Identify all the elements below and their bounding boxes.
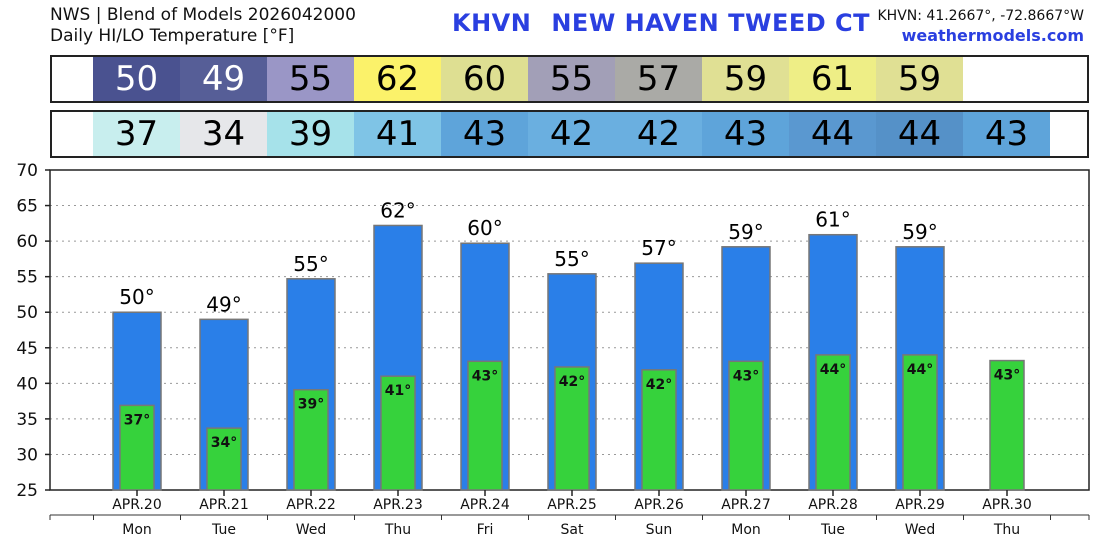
- x-weekday-label: Thu: [384, 522, 411, 538]
- low-temp-cell: 37: [93, 112, 180, 156]
- low-bar-label: 43°: [994, 368, 1020, 384]
- y-tick-label: 55: [16, 268, 38, 288]
- x-date-label: APR.30: [982, 497, 1032, 513]
- high-temp-cell: 50: [93, 57, 180, 101]
- x-weekday-label: Wed: [905, 522, 936, 538]
- x-weekday-label: Mon: [122, 522, 152, 538]
- low-bar: [641, 369, 677, 491]
- low-bar: [293, 388, 329, 491]
- y-tick-label: 40: [16, 374, 38, 394]
- low-temp-cell: 39: [267, 112, 354, 156]
- station-coords: KHVN: 41.2667°, -72.8667°W: [877, 8, 1084, 24]
- high-bar-label: 57°: [641, 236, 676, 260]
- site-link[interactable]: weathermodels.com: [901, 26, 1084, 45]
- x-weekday-label: Sat: [561, 522, 584, 538]
- x-date-label: APR.25: [547, 497, 597, 513]
- high-temp-cell: 59: [876, 57, 963, 101]
- station-meta: KHVN: 41.2667°, -72.8667°W weathermodels…: [877, 6, 1084, 46]
- x-weekday-label: Tue: [820, 522, 845, 538]
- low-temp-cell: 41: [354, 112, 441, 156]
- y-tick-label: 65: [16, 197, 38, 217]
- low-temp-cell: 44: [789, 112, 876, 156]
- high-bar-label: 49°: [206, 292, 241, 316]
- high-bar-label: 62°: [380, 198, 415, 222]
- low-temp-strip: 37 34 39 41 43 42 42 43 44 44 43: [50, 110, 1089, 158]
- low-temp-cell: 42: [528, 112, 615, 156]
- x-date-label: APR.20: [112, 497, 162, 513]
- station-title: KHVN NEW HAVEN TWEED CT: [452, 9, 890, 37]
- high-temp-cell: 57: [615, 57, 702, 101]
- x-date-label: APR.22: [286, 497, 336, 513]
- x-weekday-label: Fri: [477, 522, 494, 538]
- model-run-line: NWS | Blend of Models 2026042000: [50, 5, 356, 25]
- station-id: KHVN: [452, 9, 532, 37]
- x-weekday-label: Mon: [731, 522, 761, 538]
- high-temp-cell: 55: [267, 57, 354, 101]
- high-temp-cell: 59: [702, 57, 789, 101]
- low-bar-label: 41°: [385, 383, 411, 399]
- high-bar-label: 60°: [467, 216, 502, 240]
- y-tick-label: 30: [16, 445, 38, 465]
- high-bar-label: 59°: [728, 220, 763, 244]
- low-bar-label: 37°: [124, 412, 150, 428]
- x-weekday-label: Thu: [993, 522, 1020, 538]
- low-bar-label: 44°: [907, 362, 933, 378]
- station-name: NEW HAVEN TWEED CT: [551, 9, 870, 37]
- low-temp-cell: 42: [615, 112, 702, 156]
- x-date-label: APR.24: [460, 497, 510, 513]
- low-bar-label: 43°: [733, 368, 759, 384]
- x-weekday-label: Tue: [211, 522, 236, 538]
- low-temp-cell: 34: [180, 112, 267, 156]
- product-title: Daily HI/LO Temperature [°F]: [50, 26, 295, 46]
- low-bar-label: 43°: [472, 368, 498, 384]
- y-tick-label: 25: [16, 481, 38, 501]
- low-temp-cell: 43: [702, 112, 789, 156]
- high-temp-cell: 61: [789, 57, 876, 101]
- high-temp-cell: 49: [180, 57, 267, 101]
- x-date-label: APR.21: [199, 497, 249, 513]
- low-bar: [554, 366, 590, 491]
- low-bar-label: 42°: [646, 377, 672, 393]
- y-tick-label: 60: [16, 232, 38, 252]
- low-bar: [815, 354, 851, 491]
- header-info: NWS | Blend of Models 2026042000 Daily H…: [50, 5, 356, 47]
- x-date-label: APR.28: [808, 497, 858, 513]
- low-bar: [467, 360, 503, 491]
- high-bar-label: 55°: [554, 247, 589, 271]
- high-bar-label: 50°: [119, 285, 154, 309]
- high-temp-cell: 60: [441, 57, 528, 101]
- y-tick-label: 70: [16, 161, 38, 181]
- high-bar-label: 55°: [293, 252, 328, 276]
- x-weekday-label: Sun: [646, 522, 673, 538]
- x-date-label: APR.27: [721, 497, 771, 513]
- high-bar-label: 61°: [815, 208, 850, 232]
- y-tick-label: 35: [16, 410, 38, 430]
- low-bar-label: 39°: [298, 397, 324, 413]
- high-temp-cell: 55: [528, 57, 615, 101]
- high-temp-strip: 50 49 55 62 60 55 57 59 61 59: [50, 55, 1089, 103]
- low-bar: [119, 404, 155, 491]
- low-temp-cell: 44: [876, 112, 963, 156]
- low-bar-label: 42°: [559, 374, 585, 390]
- low-bar-label: 44°: [820, 362, 846, 378]
- low-bar-label: 34°: [211, 435, 237, 451]
- high-bar-label: 59°: [902, 220, 937, 244]
- low-temp-cell: 43: [441, 112, 528, 156]
- x-date-label: APR.29: [895, 497, 945, 513]
- low-bar: [380, 375, 416, 491]
- y-tick-label: 50: [16, 303, 38, 323]
- x-date-label: APR.26: [634, 497, 684, 513]
- x-date-label: APR.23: [373, 497, 423, 513]
- low-bar: [728, 360, 764, 491]
- x-weekday-label: Wed: [296, 522, 327, 538]
- high-temp-cell: 62: [354, 57, 441, 101]
- low-temp-cell: 43: [963, 112, 1050, 156]
- y-tick-label: 45: [16, 339, 38, 359]
